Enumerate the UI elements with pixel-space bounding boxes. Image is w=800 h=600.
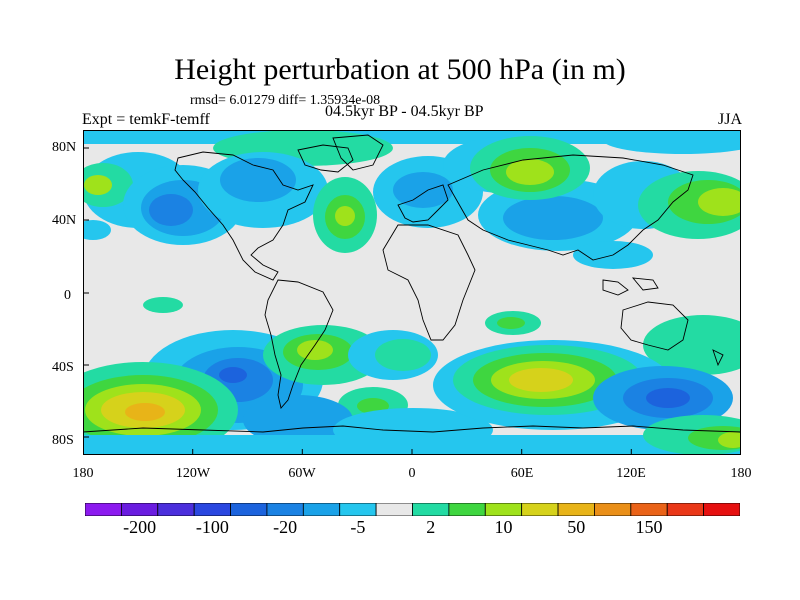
map-panel [83, 130, 741, 455]
colorbar-swatch [557, 503, 595, 516]
colorbar-swatch [375, 503, 413, 516]
contour-fill [83, 130, 741, 455]
colorbar-swatch [448, 503, 486, 516]
x-tick-label: 60W [288, 466, 316, 481]
chart-title: Height perturbation at 500 hPa (in m) [174, 53, 626, 86]
x-tick-label: 120W [175, 466, 211, 481]
colorbar-swatch [412, 503, 450, 516]
colorbar-swatch [85, 503, 122, 516]
colorbar-swatch [193, 503, 231, 516]
experiment-label: Expt = temkF-temff [82, 111, 210, 128]
y-tick-label: 80N [52, 140, 77, 155]
colorbar-label: -200 [123, 517, 157, 537]
stats-text: rmsd= 6.01279 diff= 1.35934e-08 [190, 93, 381, 108]
axis-ticks [83, 147, 741, 455]
colorbar-swatch [302, 503, 341, 516]
colorbar-label: 50 [567, 517, 586, 537]
colorbar-swatch [157, 503, 195, 516]
colorbar-label: -100 [195, 517, 229, 537]
colorbar-label: 150 [635, 517, 663, 537]
colorbar-swatch [594, 503, 632, 516]
colorbar-swatch [484, 503, 523, 516]
colorbar-label: -5 [350, 517, 366, 537]
y-tick-label: 80S [52, 433, 74, 448]
season-label: JJA [717, 111, 742, 128]
coastlines [83, 134, 741, 433]
colorbar-swatch [666, 503, 705, 516]
x-tick-label: 180 [730, 466, 752, 481]
y-tick-label: 40S [52, 360, 74, 375]
colorbar-swatch [120, 503, 159, 516]
colorbar-label: 10 [494, 517, 513, 537]
y-tick-label: 0 [64, 288, 71, 303]
colorbar-swatch [521, 503, 559, 516]
colorbar-swatch [266, 503, 304, 516]
colorbar [85, 503, 740, 516]
x-tick-label: 120E [616, 466, 646, 481]
x-tick-label: 180 [72, 466, 94, 481]
colorbar-swatch [703, 503, 740, 516]
colorbar-label: -20 [273, 517, 298, 537]
period-label: 04.5kyr BP - 04.5kyr BP [325, 103, 484, 120]
colorbar-label: 2 [426, 517, 436, 537]
y-tick-label: 40N [52, 213, 77, 228]
x-tick-label: 60E [510, 466, 534, 481]
colorbar-swatch [630, 503, 668, 516]
colorbar-swatch [230, 503, 268, 516]
colorbar-swatch [339, 503, 377, 516]
x-tick-label: 0 [408, 466, 416, 481]
